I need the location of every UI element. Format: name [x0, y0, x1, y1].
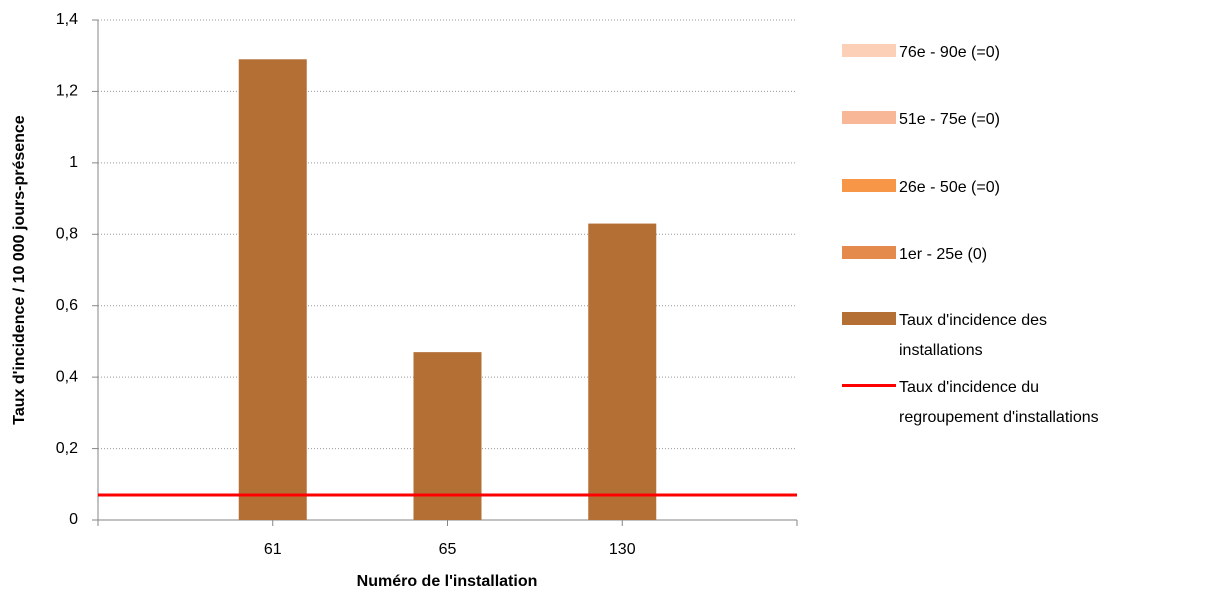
y-tick-label: 1,4: [56, 11, 78, 28]
legend-swatch: [842, 246, 896, 259]
y-axis-title: Taux d'incidence / 10 000 jours-présence: [11, 115, 28, 425]
x-tick-label: 130: [609, 541, 636, 558]
bar: [588, 223, 657, 521]
legend-label: 26e - 50e (=0): [899, 179, 1000, 196]
legend-label: Taux d'incidence des installations: [899, 312, 1048, 359]
y-tick-label: 1: [69, 154, 78, 171]
legend-label: Taux d'incidence du regroupement d'insta…: [899, 379, 1099, 426]
legend-swatch: [842, 111, 896, 124]
legend-label: 51e - 75e (=0): [899, 111, 1000, 128]
bar: [238, 59, 307, 521]
legend-swatch: [842, 44, 896, 57]
y-tick-label: 0: [69, 511, 78, 528]
x-axis-title: Numéro de l'installation: [357, 573, 538, 590]
y-tick-label: 0,8: [56, 226, 78, 243]
y-tick-label: 0,4: [56, 368, 78, 385]
legend-label: 1er - 25e (0): [899, 246, 988, 263]
legend-swatch: [842, 384, 896, 387]
x-tick-label: 65: [439, 541, 457, 558]
legend-swatch: [842, 312, 896, 325]
y-tick-label: 1,2: [56, 83, 78, 100]
legend-swatch: [842, 179, 896, 192]
legend-label: 76e - 90e (=0): [899, 44, 1000, 61]
bar: [413, 352, 482, 520]
y-tick-label: 0,6: [56, 297, 78, 314]
x-tick-label: 61: [264, 541, 282, 558]
y-tick-label: 0,2: [56, 440, 78, 457]
